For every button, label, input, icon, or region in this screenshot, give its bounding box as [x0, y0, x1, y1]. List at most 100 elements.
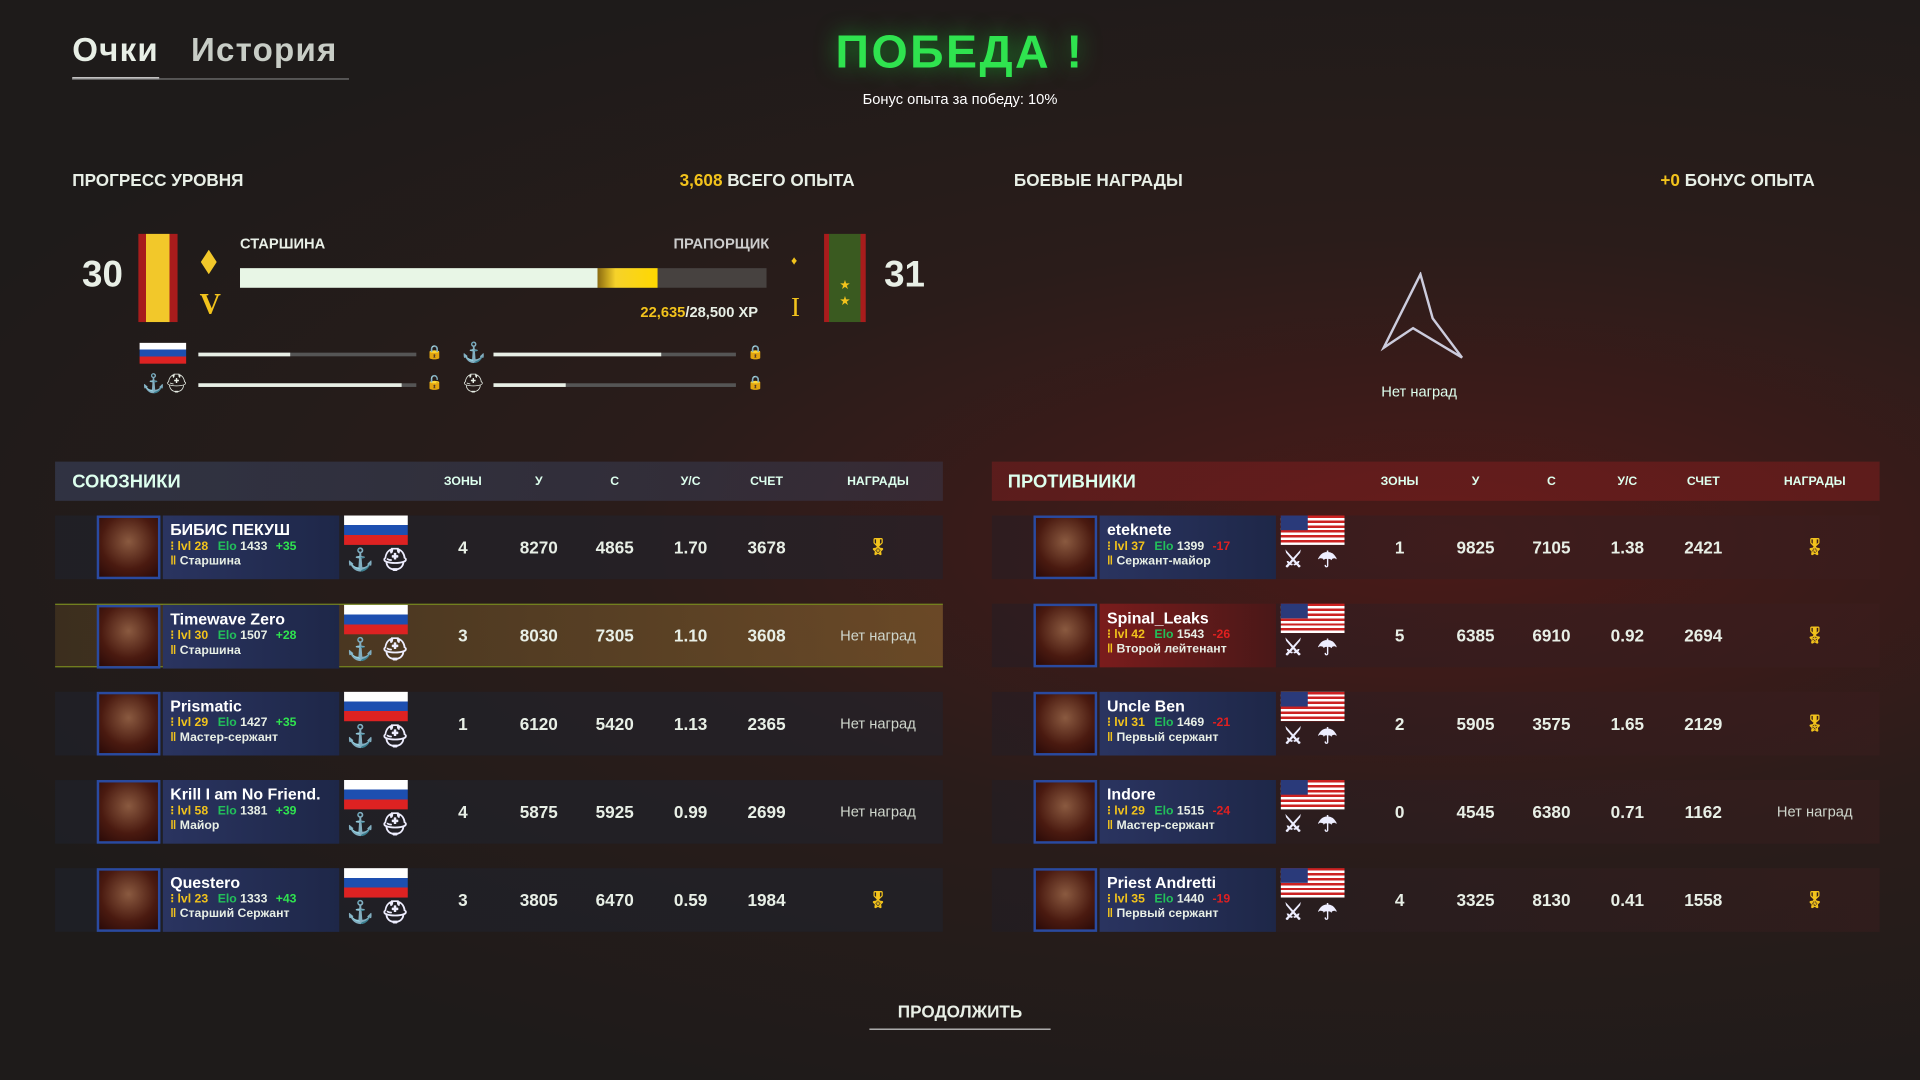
- class-badge-icon: ⛑: [380, 723, 409, 749]
- player-elo: 1543: [1176, 628, 1205, 642]
- elo-label: Elo: [217, 892, 237, 907]
- total-xp-value: 3,608: [679, 170, 723, 190]
- class-progress-bar: [493, 383, 736, 387]
- player-name: Indore: [1106, 784, 1156, 804]
- elo-delta: +28: [275, 629, 297, 643]
- awards-value: Нет наград: [1776, 803, 1853, 821]
- zones-value: 4: [458, 537, 468, 558]
- rank-chevron-icon: ⁝: [1106, 716, 1115, 730]
- player-card[interactable]: eteknete ⁝ lvl 37 Elo 1399 -17 ǁ Сержант…: [1099, 515, 1276, 580]
- player-card[interactable]: Questero ⁝ lvl 23 Elo 1333 +43 ǁ Старший…: [162, 868, 340, 932]
- player-name: Spinal_Leaks: [1106, 608, 1209, 627]
- class-badge-icon: ☂: [1317, 547, 1338, 572]
- elo-label: Elo: [1154, 716, 1174, 730]
- victory-title: ПОБЕДА !: [835, 26, 1085, 79]
- rank-chevron-icon: ⁝: [1106, 804, 1115, 818]
- zones-value: 5: [1394, 625, 1405, 646]
- class-badge-icon: ⚔: [1283, 547, 1304, 572]
- grade-icon: ǁ: [170, 554, 180, 569]
- medal-icon: 🎖: [1804, 890, 1825, 909]
- player-elo: 1333: [240, 892, 268, 907]
- col-score: СЧЕТ: [750, 474, 783, 488]
- ally-player-row[interactable]: Timewave Zero ⁝ lvl 30 Elo 1507 +28 ǁ Ст…: [55, 603, 943, 669]
- player-elo: 1427: [240, 716, 268, 730]
- player-avatar: [96, 515, 161, 580]
- player-card[interactable]: Uncle Ben ⁝ lvl 31 Elo 1469 -21 ǁ Первый…: [1099, 691, 1276, 756]
- rank-chevron-icon: ⁝: [170, 716, 178, 730]
- awards-heading: БОЕВЫЕ НАГРАДЫ: [1013, 170, 1183, 190]
- player-name: Questero: [170, 873, 241, 892]
- ally-player-row[interactable]: Prismatic ⁝ lvl 29 Elo 1427 +35 ǁ Мастер…: [55, 691, 943, 756]
- deaths-value: 6910: [1532, 625, 1571, 646]
- enemy-player-row[interactable]: Indore ⁝ lvl 29 Elo 1515 -24 ǁ Мастер-се…: [991, 780, 1880, 844]
- player-card[interactable]: Timewave Zero ⁝ lvl 30 Elo 1507 +28 ǁ Ст…: [162, 604, 340, 669]
- lock-icon: 🔒: [746, 345, 764, 361]
- enemy-player-row[interactable]: Priest Andretti ⁝ lvl 35 Elo 1440 -19 ǁ …: [991, 868, 1880, 932]
- ally-player-row[interactable]: Questero ⁝ lvl 23 Elo 1333 +43 ǁ Старший…: [55, 868, 943, 932]
- player-card[interactable]: Spinal_Leaks ⁝ lvl 42 Elo 1543 -26 ǁ Вто…: [1099, 603, 1276, 668]
- score-value: 2699: [747, 802, 786, 822]
- zones-value: 1: [1394, 537, 1405, 558]
- diamond-icon: [200, 249, 217, 275]
- russia-flag-icon: [344, 515, 408, 545]
- enemy-player-row[interactable]: Spinal_Leaks ⁝ lvl 42 Elo 1543 -26 ǁ Вто…: [991, 603, 1880, 668]
- rank-chevron-icon: ⁝: [170, 804, 178, 818]
- deaths-value: 7105: [1532, 537, 1571, 558]
- total-xp-label: ВСЕГО ОПЫТА: [727, 170, 855, 190]
- player-avatar: [96, 868, 161, 932]
- class-badge-icon: ☂: [1317, 811, 1338, 837]
- player-elo: 1440: [1176, 892, 1205, 907]
- class-badge-icon: ☂: [1317, 635, 1338, 661]
- russia-flag-icon: [344, 780, 408, 810]
- score-value: 2129: [1684, 713, 1723, 734]
- elo-delta: -17: [1212, 540, 1231, 554]
- class-badge-icon: ⛑: [380, 636, 409, 662]
- player-card[interactable]: Prismatic ⁝ lvl 29 Elo 1427 +35 ǁ Мастер…: [162, 691, 340, 756]
- russia-flag-icon: [344, 691, 408, 722]
- player-elo: 1507: [240, 629, 268, 643]
- player-avatar: [96, 604, 161, 669]
- player-rank: Старшина: [179, 644, 241, 658]
- next-grade: I: [791, 291, 801, 323]
- usa-flag-icon: [1280, 691, 1345, 722]
- player-card[interactable]: Priest Andretti ⁝ lvl 35 Elo 1440 -19 ǁ …: [1099, 868, 1276, 932]
- kd-value: 1.13: [673, 713, 708, 734]
- kills-value: 3325: [1456, 890, 1495, 910]
- player-card[interactable]: БИБИС ПЕКУШ ⁝ lvl 28 Elo 1433 +35 ǁ Стар…: [162, 515, 340, 580]
- grade-icon: ǁ: [170, 819, 180, 833]
- player-name: БИБИС ПЕКУШ: [170, 520, 290, 539]
- enemy-player-row[interactable]: Uncle Ben ⁝ lvl 31 Elo 1469 -21 ǁ Первый…: [991, 691, 1880, 756]
- enemies-header: ПРОТИВНИКИ ЗОНЫ У С У/С СЧЕТ НАГРАДЫ: [991, 461, 1880, 501]
- next-rank-name: ПРАПОРЩИК: [673, 235, 770, 253]
- player-card[interactable]: Indore ⁝ lvl 29 Elo 1515 -24 ǁ Мастер-се…: [1099, 780, 1276, 844]
- player-rank: Майор: [179, 819, 220, 833]
- lock-icon: 🔓: [426, 375, 443, 391]
- current-rank-insignia: [138, 233, 178, 323]
- continue-button[interactable]: ПРОДОЛЖИТЬ: [869, 1002, 1051, 1030]
- col-kd: У/С: [680, 474, 701, 488]
- player-level: lvl 58: [177, 804, 209, 818]
- player-name: Krill I am No Friend.: [170, 784, 321, 804]
- tab-history[interactable]: История: [191, 31, 338, 69]
- ally-player-row[interactable]: БИБИС ПЕКУШ ⁝ lvl 28 Elo 1433 +35 ǁ Стар…: [55, 515, 943, 580]
- zones-value: 4: [1394, 890, 1405, 910]
- score-value: 1162: [1684, 802, 1722, 822]
- ally-player-row[interactable]: Krill I am No Friend. ⁝ lvl 58 Elo 1381 …: [55, 780, 943, 844]
- class-badge-icon: ⚔: [1283, 811, 1304, 837]
- player-rank: Сержант-майор: [1116, 554, 1211, 569]
- class-badge-icon: ☂: [1317, 900, 1338, 925]
- tab-divider: [72, 78, 349, 80]
- player-elo: 1469: [1176, 716, 1205, 730]
- player-card[interactable]: Krill I am No Friend. ⁝ lvl 58 Elo 1381 …: [162, 780, 340, 844]
- player-rank: Первый сержант: [1116, 907, 1219, 921]
- class-progress-bar: [198, 383, 417, 387]
- victory-bonus: Бонус опыта за победу: 10%: [862, 90, 1058, 108]
- deaths-value: 4865: [595, 537, 634, 558]
- deaths-value: 5420: [595, 713, 634, 734]
- col-kills: У: [534, 474, 543, 488]
- kills-value: 8030: [519, 625, 558, 646]
- enemy-player-row[interactable]: eteknete ⁝ lvl 37 Elo 1399 -17 ǁ Сержант…: [991, 515, 1880, 580]
- player-level: lvl 42: [1114, 628, 1145, 642]
- rank-chevron-icon: ⁝: [170, 892, 178, 907]
- elo-label: Elo: [1154, 892, 1174, 907]
